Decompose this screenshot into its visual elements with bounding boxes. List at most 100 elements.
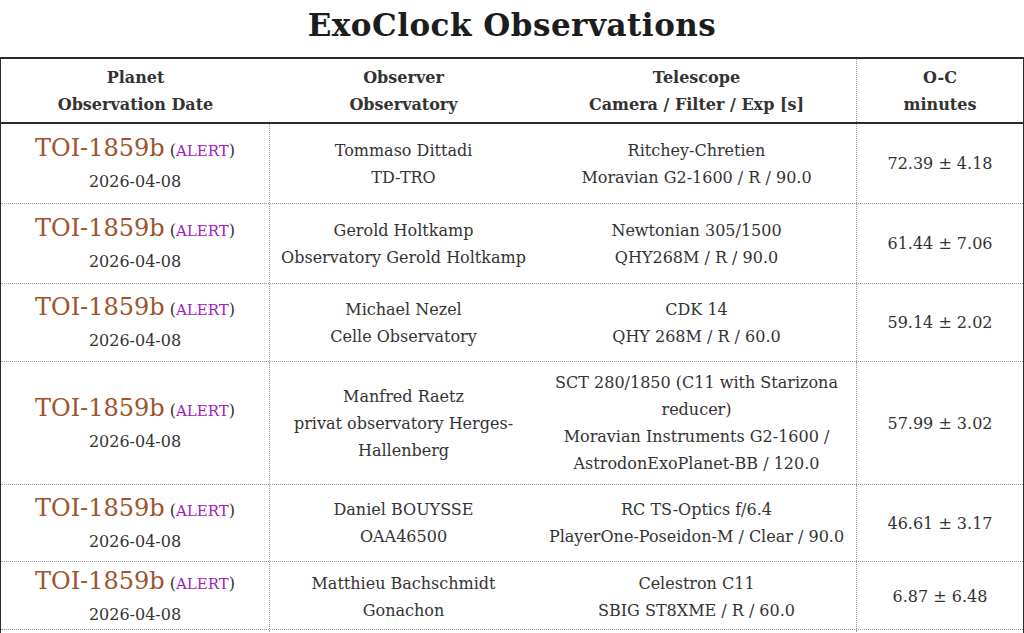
camera-filter-exp: SBIG ST8XME / R / 60.0 (598, 597, 795, 624)
observation-date: 2026-04-08 (89, 430, 181, 454)
planet-link[interactable]: TOI-1859b (35, 494, 165, 522)
oc-value: 46.61 ± 3.17 (887, 510, 992, 537)
page-title: ExoClock Observations (0, 0, 1024, 57)
telescope-cell: SCT 280/1850 (C11 with Starizona reducer… (537, 362, 857, 484)
observatory-name: Gonachon (363, 597, 444, 624)
observatory-name: Observatory Gerold Holtkamp (281, 244, 526, 271)
planet-link[interactable]: TOI-1859b (35, 214, 165, 242)
alert-badge-text: ALERT (176, 575, 229, 593)
observations-table: Planet Observation Date Observer Observa… (0, 57, 1024, 633)
telescope-name: SCT 280/1850 (C11 with Starizona reducer… (547, 369, 846, 423)
planet-cell: TOI-1859b ALERT 2026-04-08 (1, 485, 270, 561)
alert-badge-text: ALERT (176, 502, 229, 520)
oc-cell: 72.39 ± 4.18 (857, 124, 1023, 203)
table-body: TOI-1859b ALERT 2026-04-08 Tommaso Ditta… (1, 124, 1023, 630)
alert-badge: ALERT (170, 401, 235, 420)
camera-filter-exp: QHY 268M / R / 60.0 (612, 323, 780, 350)
alert-badge-text: ALERT (176, 301, 229, 319)
planet-link[interactable]: TOI-1859b (35, 567, 165, 595)
observer-name: Tommaso Dittadi (335, 137, 473, 164)
alert-badge-text: ALERT (176, 222, 229, 240)
planet-link[interactable]: TOI-1859b (35, 293, 165, 321)
observer-cell: Manfred Raetz privat observatory Herges-… (270, 362, 537, 484)
header-observer-line1: Observer (363, 64, 444, 91)
planet-link[interactable]: TOI-1859b (35, 394, 165, 422)
table-row: TOI-1859b ALERT 2026-04-08 Matthieu Bach… (1, 562, 1023, 630)
oc-value: 59.14 ± 2.02 (887, 309, 992, 336)
oc-value: 72.39 ± 4.18 (887, 150, 992, 177)
planet-line: TOI-1859b ALERT (35, 133, 235, 166)
table-row: TOI-1859b ALERT 2026-04-08 Manfred Raetz… (1, 362, 1023, 485)
observer-cell: Tommaso Dittadi TD-TRO (270, 124, 537, 203)
telescope-name: Newtonian 305/1500 (611, 217, 781, 244)
telescope-name: Ritchey-Chretien (628, 137, 766, 164)
planet-line: TOI-1859b ALERT (35, 213, 235, 246)
alert-badge: ALERT (170, 221, 235, 240)
alert-badge: ALERT (170, 574, 235, 593)
oc-value: 6.87 ± 6.48 (893, 583, 988, 610)
observer-cell: Matthieu Bachschmidt Gonachon (270, 562, 537, 631)
header-telescope-line1: Telescope (653, 64, 740, 91)
header-observer-column: Observer Observatory (270, 59, 537, 122)
oc-cell: 6.87 ± 6.48 (857, 562, 1023, 631)
header-telescope-column: Telescope Camera / Filter / Exp [s] (537, 59, 857, 122)
table-row: TOI-1859b ALERT 2026-04-08 Michael Nezel… (1, 284, 1023, 362)
telescope-name: Celestron C11 (638, 570, 754, 597)
planet-line: TOI-1859b ALERT (35, 493, 235, 526)
header-oc-line2: minutes (904, 91, 977, 118)
planet-link[interactable]: TOI-1859b (35, 134, 165, 162)
telescope-cell: CDK 14 QHY 268M / R / 60.0 (537, 284, 857, 361)
planet-cell: TOI-1859b ALERT 2026-04-08 (1, 124, 270, 203)
alert-badge: ALERT (170, 300, 235, 319)
oc-value: 57.99 ± 3.02 (887, 410, 992, 437)
observer-name: Matthieu Bachschmidt (311, 570, 495, 597)
oc-cell: 61.44 ± 7.06 (857, 204, 1023, 283)
header-oc-line1: O-C (923, 64, 957, 91)
planet-cell: TOI-1859b ALERT 2026-04-08 (1, 204, 270, 283)
oc-cell: 59.14 ± 2.02 (857, 284, 1023, 361)
oc-cell: 46.61 ± 3.17 (857, 485, 1023, 561)
observation-date: 2026-04-08 (89, 170, 181, 194)
header-oc-column: O-C minutes (857, 59, 1023, 122)
oc-value: 61.44 ± 7.06 (887, 230, 992, 257)
camera-filter-exp: Moravian G2-1600 / R / 90.0 (581, 164, 811, 191)
telescope-name: RC TS-Optics f/6.4 (621, 496, 772, 523)
observer-name: Manfred Raetz (343, 383, 464, 410)
planet-cell: TOI-1859b ALERT 2026-04-08 (1, 284, 270, 361)
table-header-row: Planet Observation Date Observer Observa… (1, 59, 1023, 124)
observatory-name: Celle Observatory (330, 323, 477, 350)
camera-filter-exp: Moravian Instruments G2-1600 / AstrodonE… (547, 423, 846, 477)
planet-cell: TOI-1859b ALERT 2026-04-08 (1, 362, 270, 484)
alert-badge-text: ALERT (176, 402, 229, 420)
telescope-cell: Ritchey-Chretien Moravian G2-1600 / R / … (537, 124, 857, 203)
observer-cell: Michael Nezel Celle Observatory (270, 284, 537, 361)
telescope-cell: RC TS-Optics f/6.4 PlayerOne-Poseidon-M … (537, 485, 857, 561)
oc-cell: 57.99 ± 3.02 (857, 362, 1023, 484)
header-planet-column: Planet Observation Date (1, 59, 270, 122)
observer-name: Michael Nezel (345, 296, 461, 323)
page: ExoClock Observations Planet Observation… (0, 0, 1024, 633)
observation-date: 2026-04-08 (89, 603, 181, 627)
camera-filter-exp: PlayerOne-Poseidon-M / Clear / 90.0 (549, 523, 844, 550)
observer-cell: Gerold Holtkamp Observatory Gerold Holtk… (270, 204, 537, 283)
planet-cell: TOI-1859b ALERT 2026-04-08 (1, 562, 270, 631)
header-observer-line2: Observatory (349, 91, 457, 118)
observation-date: 2026-04-08 (89, 250, 181, 274)
observation-date: 2026-04-08 (89, 329, 181, 353)
alert-badge: ALERT (170, 501, 235, 520)
planet-line: TOI-1859b ALERT (35, 393, 235, 426)
telescope-cell: Newtonian 305/1500 QHY268M / R / 90.0 (537, 204, 857, 283)
observer-name: Daniel BOUYSSE (334, 496, 474, 523)
observation-date: 2026-04-08 (89, 530, 181, 554)
header-planet-line1: Planet (107, 64, 165, 91)
telescope-cell: Celestron C11 SBIG ST8XME / R / 60.0 (537, 562, 857, 631)
observatory-name: privat observatory Herges-Hallenberg (280, 410, 527, 464)
telescope-name: CDK 14 (665, 296, 727, 323)
observatory-name: TD-TRO (371, 164, 435, 191)
alert-badge-text: ALERT (176, 142, 229, 160)
alert-badge: ALERT (170, 141, 235, 160)
header-telescope-line2: Camera / Filter / Exp [s] (589, 91, 804, 118)
table-row: TOI-1859b ALERT 2026-04-08 Daniel BOUYSS… (1, 485, 1023, 562)
header-planet-line2: Observation Date (58, 91, 214, 118)
planet-line: TOI-1859b ALERT (35, 566, 235, 599)
